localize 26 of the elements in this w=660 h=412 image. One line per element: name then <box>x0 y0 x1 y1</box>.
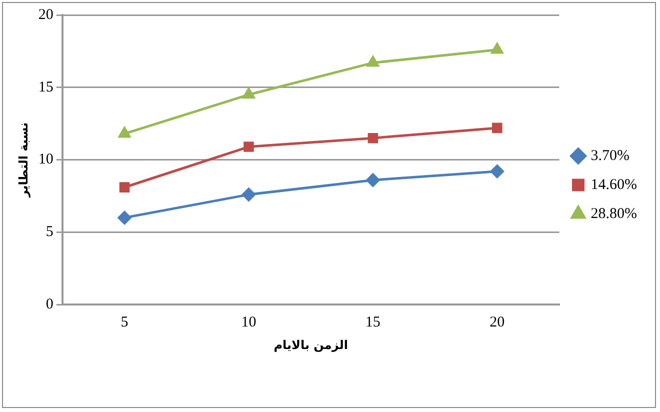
x-tick-label: 20 <box>490 314 505 331</box>
y-tick-label: 0 <box>46 296 54 313</box>
point <box>119 182 130 192</box>
x-tick-label: 5 <box>120 314 128 331</box>
y-axis-title: نسبة التطاير <box>16 122 30 198</box>
point <box>242 188 256 202</box>
point <box>244 142 254 152</box>
y-tick-label: 20 <box>38 6 54 23</box>
point <box>366 173 380 187</box>
point <box>492 122 502 134</box>
point <box>118 126 131 138</box>
point <box>366 56 379 67</box>
point <box>118 210 132 224</box>
x-tick-label: 15 <box>365 314 380 331</box>
y-tick-label: 10 <box>38 152 54 168</box>
legend-label: 3.70% <box>590 148 630 164</box>
x-tick-label: 10 <box>241 314 256 331</box>
y-tick-label: 5 <box>46 224 54 240</box>
point <box>490 164 504 178</box>
point <box>242 88 255 99</box>
x-axis-title: الزمن بالايام <box>274 338 348 352</box>
point <box>368 132 378 144</box>
legend-label: 28.80% <box>590 206 638 222</box>
point <box>491 43 504 54</box>
legend-label: 14.60% <box>590 176 638 193</box>
y-tick-label: 15 <box>38 79 54 96</box>
